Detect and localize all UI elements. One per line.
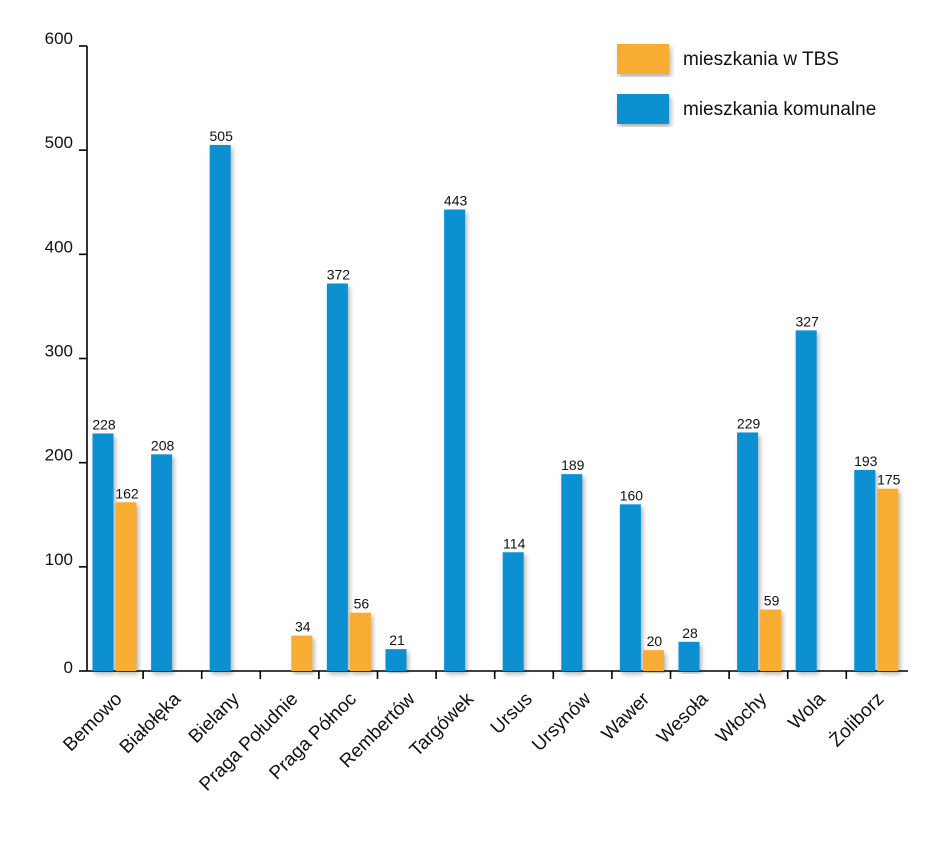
data-label-tbs-3: 34 <box>295 619 311 635</box>
bar-komunalne-10 <box>678 641 700 671</box>
data-label-komunalne-8: 189 <box>561 457 585 473</box>
bar-komunalne-8 <box>561 474 583 671</box>
y-tick-label: 200 <box>45 446 73 465</box>
bar-komunalne-1 <box>151 454 173 671</box>
legend-swatch <box>617 44 669 74</box>
bar-komunalne-9 <box>619 504 641 671</box>
bar-tbs-3 <box>291 635 313 671</box>
legend-label: mieszkania komunalne <box>683 99 876 120</box>
data-label-komunalne-5: 21 <box>389 632 405 648</box>
y-tick-label: 300 <box>45 342 73 361</box>
labels: 228162Bemowo208Białołęka505Bielany34Prag… <box>59 128 900 795</box>
data-label-komunalne-0: 228 <box>92 417 116 433</box>
x-category-label: Ursynów <box>528 688 595 755</box>
data-label-komunalne-2: 505 <box>210 128 234 144</box>
bar-komunalne-12 <box>795 330 817 671</box>
y-tick-label: 500 <box>45 133 73 152</box>
x-category-label: Ursus <box>487 689 537 739</box>
x-category-label: Targówek <box>406 688 479 761</box>
legend: mieszkania w TBS mieszkania komunalne <box>617 44 876 124</box>
bar-komunalne-11 <box>737 432 759 671</box>
x-category-label: Bemowo <box>59 689 126 756</box>
x-category-label: Wawer <box>598 688 655 745</box>
data-label-komunalne-4: 372 <box>327 267 351 283</box>
bar-komunalne-5 <box>385 649 407 671</box>
bar-tbs-0 <box>115 502 137 671</box>
bar-tbs-4 <box>349 612 371 671</box>
data-label-komunalne-1: 208 <box>151 437 175 453</box>
data-label-komunalne-13: 193 <box>854 453 878 469</box>
x-category-label: Żoliborz <box>826 689 889 752</box>
data-label-tbs-4: 56 <box>354 596 370 612</box>
bar-tbs-11 <box>760 609 782 671</box>
axes: 0 100 200 300 400 500 600 <box>45 29 908 679</box>
y-tick-label: 400 <box>45 237 73 256</box>
data-label-komunalne-12: 327 <box>796 313 820 329</box>
data-label-tbs-13: 175 <box>877 472 901 488</box>
x-category-label: Białołęka <box>116 688 186 758</box>
bar-komunalne-6 <box>444 209 466 671</box>
data-label-komunalne-10: 28 <box>682 625 698 641</box>
bar-komunalne-13 <box>854 469 876 671</box>
bar-komunalne-7 <box>502 552 524 671</box>
bar-komunalne-2 <box>209 144 231 672</box>
data-label-tbs-9: 20 <box>647 633 663 649</box>
y-tick-label: 600 <box>45 29 73 48</box>
legend-swatch <box>617 94 669 124</box>
data-label-komunalne-11: 229 <box>737 415 761 431</box>
bars <box>92 144 899 672</box>
x-category-label: Bielany <box>185 688 244 747</box>
bar-komunalne-0 <box>92 433 114 671</box>
bar-komunalne-4 <box>326 283 348 671</box>
x-category-label: Wola <box>785 688 831 734</box>
x-category-label: Wesoła <box>653 688 713 748</box>
x-category-label: Włochy <box>712 688 771 747</box>
data-label-tbs-0: 162 <box>115 485 139 501</box>
bar-tbs-9 <box>642 650 664 671</box>
data-label-tbs-11: 59 <box>764 593 780 609</box>
y-tick-label: 0 <box>64 658 73 677</box>
legend-label: mieszkania w TBS <box>683 49 839 70</box>
y-tick-label: 100 <box>45 550 73 569</box>
data-label-komunalne-6: 443 <box>444 193 468 209</box>
data-label-komunalne-7: 114 <box>503 535 526 551</box>
bar-tbs-13 <box>877 488 899 671</box>
data-label-komunalne-9: 160 <box>620 487 644 503</box>
